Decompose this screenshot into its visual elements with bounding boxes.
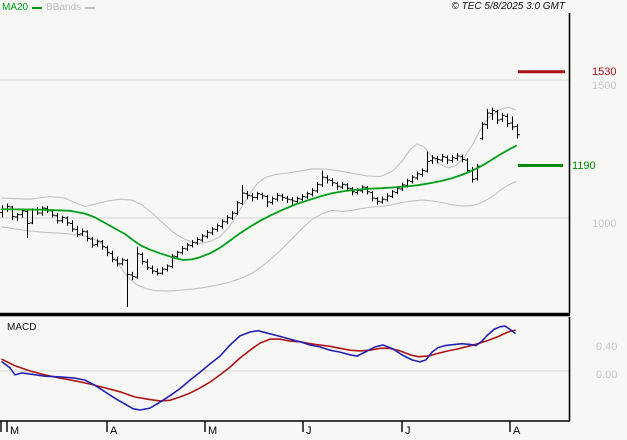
macd-axis-labels: 0.40 0.00	[596, 341, 617, 381]
ma20-line	[1, 144, 517, 261]
price-pane: 1500 1000 1530 1190	[0, 66, 616, 307]
ma20-line	[1, 144, 517, 261]
price-grid-label: 1000	[592, 218, 616, 230]
macd-grid-label: 0.00	[596, 369, 617, 381]
legend: MA20 BBands	[2, 2, 96, 13]
level-label-1530: 1530	[592, 66, 616, 78]
copyright-text: © TEC 5/8/2025 3:0 GMT	[451, 1, 565, 12]
bb-lower-line	[1, 181, 517, 292]
ma20-line-swatch	[32, 6, 43, 9]
month-label-J: J	[405, 425, 411, 437]
month-label-A: A	[513, 425, 521, 437]
month-label-M: M	[208, 425, 217, 437]
bb-upper-line	[1, 107, 516, 244]
legend-ma20-label: MA20	[2, 2, 29, 13]
macd-grid-label: 0.40	[596, 341, 617, 353]
macd-lines	[1, 325, 516, 411]
macd-signal-line	[1, 329, 516, 402]
price-axis-labels: 1500 1000 1530 1190	[572, 66, 616, 230]
price-level-lines	[518, 70, 565, 168]
macd-pane-title: MACD	[7, 322, 37, 333]
macd-pane: 0.40 0.00	[0, 325, 617, 411]
macd-line	[1, 325, 516, 411]
legend-bbands-label: BBands	[46, 2, 82, 13]
month-label-J: J	[306, 425, 312, 437]
bollinger-bands	[1, 107, 517, 292]
price-grid-label: 1500	[592, 80, 616, 92]
month-label-M: M	[10, 425, 19, 437]
candlesticks	[0, 107, 520, 307]
month-label-A: A	[110, 425, 118, 437]
bbands-line-swatch	[85, 6, 96, 9]
level-label-1190: 1190	[572, 160, 596, 172]
